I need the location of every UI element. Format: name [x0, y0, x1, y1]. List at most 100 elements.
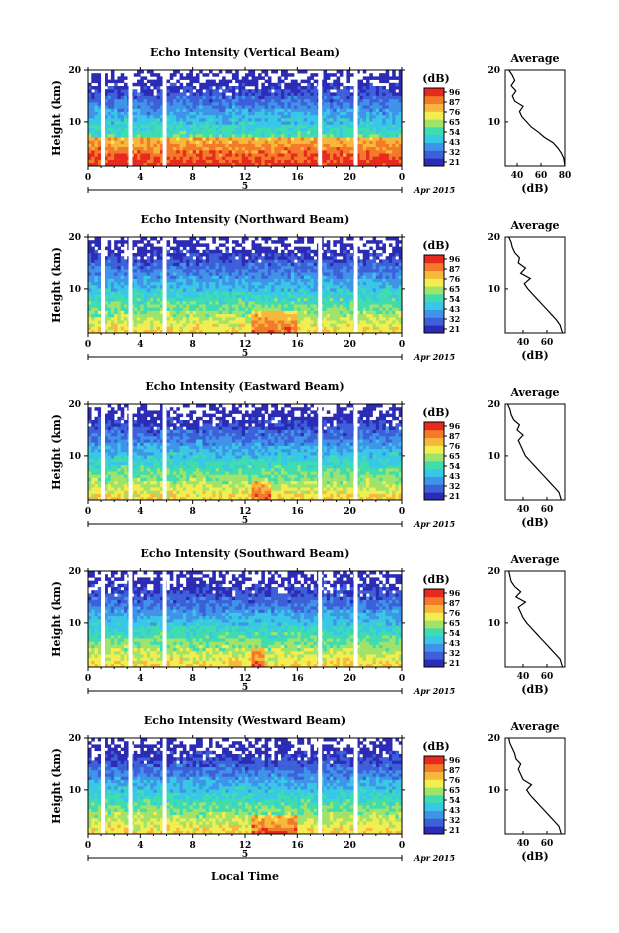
- heatmap-cell: [193, 311, 197, 315]
- heatmap-cell: [173, 323, 177, 327]
- heatmap-cell: [157, 327, 161, 331]
- heatmap-cell: [140, 144, 144, 148]
- heatmap-cell: [350, 298, 354, 302]
- heatmap-cell: [140, 311, 144, 315]
- heatmap-cell: [337, 263, 341, 267]
- heatmap-cell: [288, 272, 292, 276]
- heatmap-cell: [248, 311, 252, 315]
- heatmap-cell: [310, 92, 314, 96]
- heatmap-cell: [346, 320, 350, 324]
- heatmap-cell: [98, 137, 102, 141]
- heatmap-cell: [134, 89, 138, 93]
- heatmap-cell: [114, 150, 118, 154]
- heatmap-cell: [301, 253, 305, 257]
- heatmap-cell: [91, 279, 95, 283]
- heatmap-cell: [199, 237, 203, 241]
- heatmap-cell: [216, 153, 220, 157]
- heatmap-cell: [170, 304, 174, 308]
- heatmap-cell: [366, 121, 370, 125]
- heatmap-cell: [245, 317, 249, 321]
- heatmap-cell: [382, 118, 386, 122]
- heatmap-cell: [281, 243, 285, 247]
- heatmap-cell: [196, 269, 200, 273]
- heatmap-cell: [117, 285, 121, 289]
- heatmap-cell: [359, 96, 363, 100]
- heatmap-cell: [310, 128, 314, 132]
- heatmap-cell: [225, 140, 229, 144]
- heatmap-cell: [258, 150, 262, 154]
- heatmap-cell: [209, 323, 213, 327]
- heatmap-cell: [297, 99, 301, 103]
- heatmap-cell: [337, 285, 341, 289]
- heatmap-cell: [157, 279, 161, 283]
- heatmap-cell: [245, 298, 249, 302]
- heatmap-cell: [235, 243, 239, 247]
- heatmap-cell: [242, 314, 246, 318]
- heatmap-cell: [167, 307, 171, 311]
- heatmap-cell: [294, 144, 298, 148]
- heatmap-cell: [222, 105, 226, 109]
- heatmap-cell: [314, 295, 318, 299]
- heatmap-cell: [314, 131, 318, 135]
- heatmap-cell: [310, 323, 314, 327]
- heatmap-cell: [333, 327, 337, 331]
- heatmap-cell: [284, 137, 288, 141]
- heatmap-cell: [281, 89, 285, 93]
- heatmap-cell: [337, 282, 341, 286]
- heatmap-cell: [134, 272, 138, 276]
- heatmap-cell: [114, 259, 118, 263]
- data-gap: [129, 70, 133, 166]
- heatmap-cell: [153, 259, 157, 263]
- heatmap-cell: [124, 140, 128, 144]
- heatmap-cell: [278, 156, 282, 160]
- heatmap-cell: [114, 124, 118, 128]
- heatmap-cell: [333, 121, 337, 125]
- heatmap-cell: [173, 298, 177, 302]
- heatmap-cell: [167, 150, 171, 154]
- heatmap-cell: [206, 105, 210, 109]
- heatmap-cell: [238, 298, 242, 302]
- heatmap-cell: [134, 96, 138, 100]
- heatmap-cell: [124, 323, 128, 327]
- heatmap-cell: [281, 291, 285, 295]
- heatmap-cell: [389, 115, 393, 119]
- heatmap-cell: [268, 121, 272, 125]
- heatmap-cell: [91, 323, 95, 327]
- heatmap-cell: [350, 99, 354, 103]
- heatmap-cell: [333, 256, 337, 260]
- heatmap-cell: [98, 256, 102, 260]
- heatmap-cell: [310, 102, 314, 106]
- heatmap-cell: [137, 282, 141, 286]
- heatmap-cell: [147, 124, 151, 128]
- heatmap-cell: [389, 89, 393, 93]
- heatmap-cell: [389, 153, 393, 157]
- heatmap-cell: [189, 86, 193, 90]
- heatmap-cell: [140, 272, 144, 276]
- data-gap: [354, 70, 358, 166]
- heatmap-cell: [261, 307, 265, 311]
- heatmap-cell: [186, 131, 190, 135]
- heatmap-cell: [189, 160, 193, 164]
- heatmap-cell: [274, 92, 278, 96]
- heatmap-cell: [297, 147, 301, 151]
- heatmap-cell: [193, 96, 197, 100]
- heatmap-cell: [274, 108, 278, 112]
- heatmap-cell: [232, 295, 236, 299]
- heatmap-cell: [392, 156, 396, 160]
- heatmap-cell: [98, 291, 102, 295]
- heatmap-cell: [173, 102, 177, 106]
- heatmap-cell: [392, 140, 396, 144]
- heatmap-cell: [314, 279, 318, 283]
- heatmap-cell: [369, 150, 373, 154]
- heatmap-cell: [294, 266, 298, 270]
- heatmap-cell: [167, 327, 171, 331]
- heatmap-cell: [284, 323, 288, 327]
- heatmap-cell: [189, 269, 193, 273]
- heatmap-cell: [196, 288, 200, 292]
- heatmap-cell: [229, 253, 233, 257]
- heatmap-cell: [229, 323, 233, 327]
- heatmap-cell: [261, 156, 265, 160]
- heatmap-cell: [206, 323, 210, 327]
- heatmap-cell: [327, 247, 331, 251]
